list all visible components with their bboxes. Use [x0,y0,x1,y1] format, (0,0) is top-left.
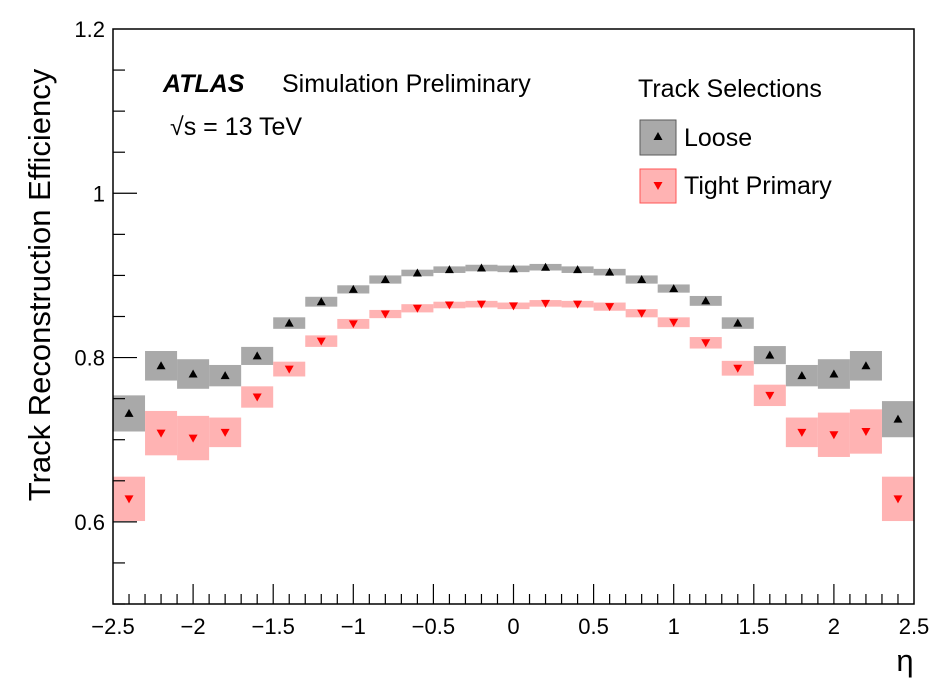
point-loose-3 [220,371,230,380]
point-loose-11 [476,263,486,272]
y-tick-label-1: 0.8 [74,346,105,371]
point-tight-primary-2 [188,434,198,443]
point-tight-primary-16 [637,309,647,318]
point-loose-18 [701,296,711,305]
point-tight-primary-8 [380,310,390,319]
point-tight-primary-11 [476,300,486,309]
point-tight-primary-21 [797,428,807,437]
point-tight-primary-10 [444,301,454,310]
x-tick-label-3: −1 [341,614,366,639]
point-loose-23 [861,361,871,370]
legend-marker-tight-primary [653,182,663,190]
point-tight-primary-12 [509,302,518,311]
legend-label-tight-primary: Tight Primary [684,172,832,200]
x-tick-label-6: 0.5 [578,614,609,639]
point-tight-primary-5 [284,365,294,374]
point-loose-10 [444,265,454,274]
point-tight-primary-14 [573,300,583,309]
point-loose-12 [509,264,518,273]
energy-label: √s = 13 TeV [170,113,302,141]
point-loose-14 [573,265,583,274]
point-tight-primary-1 [156,429,166,438]
point-loose-22 [829,369,839,378]
x-tick-label-7: 1 [668,614,680,639]
point-tight-primary-0 [124,495,134,504]
x-tick-label-5: 0 [507,614,519,639]
x-tick-label-10: 2.5 [899,614,930,639]
point-tight-primary-22 [829,431,839,440]
point-loose-16 [637,275,647,284]
axes [112,28,915,605]
point-loose-1 [156,361,166,370]
point-loose-7 [348,284,358,293]
point-tight-primary-7 [348,320,358,329]
legend: Track Selections Loose Tight Primary [638,75,832,204]
point-tight-primary-4 [252,393,262,402]
point-loose-6 [316,297,326,306]
legend-title: Track Selections [638,75,822,103]
point-tight-primary-9 [412,304,422,313]
data-markers [124,262,903,504]
point-loose-20 [765,350,775,359]
point-tight-primary-18 [701,339,711,348]
legend-label-loose: Loose [684,124,752,152]
y-axis-title: Track Reconstruction Efficiency [22,68,57,501]
point-loose-15 [605,267,615,276]
point-loose-21 [797,371,807,380]
simulation-label: Simulation Preliminary [282,70,531,98]
point-tight-primary-23 [861,428,871,436]
point-tight-primary-13 [541,299,551,308]
y-tick-label-2: 1 [93,181,105,206]
x-tick-label-8: 1.5 [739,614,770,639]
x-axis-title: η [896,643,913,678]
legend-entry-tight-primary: Tight Primary [639,168,832,204]
x-tick-label-2: −1.5 [251,614,294,639]
point-loose-17 [669,284,679,293]
point-tight-primary-6 [316,337,326,346]
point-loose-0 [124,408,134,417]
point-tight-primary-3 [220,428,230,437]
point-loose-24 [893,414,903,423]
tick-labels: −2.5 −2 −1.5 −1 −0.5 0 0.5 1 1.5 2 2.5 0.6 0.8 1 1.2 [74,17,929,639]
point-loose-2 [188,369,198,378]
x-tick-label-0: −2.5 [91,614,134,639]
point-loose-9 [412,268,422,277]
legend-marker-loose [653,132,663,140]
atlas-label: ATLAS [162,70,245,98]
point-loose-5 [284,318,294,327]
point-tight-primary-15 [605,303,615,312]
point-loose-13 [541,262,551,271]
point-tight-primary-20 [765,391,775,400]
x-tick-label-9: 2 [828,614,840,639]
point-loose-8 [380,275,390,284]
point-tight-primary-24 [893,495,903,504]
point-loose-4 [252,351,262,360]
point-tight-primary-17 [669,318,679,327]
legend-entry-loose: Loose [639,119,752,156]
point-tight-primary-19 [733,364,743,373]
x-tick-label-4: −0.5 [412,614,455,639]
y-tick-label-0: 0.6 [74,510,105,535]
x-tick-label-1: −2 [181,614,206,639]
y-tick-label-3: 1.2 [74,17,105,42]
point-loose-19 [733,318,743,327]
